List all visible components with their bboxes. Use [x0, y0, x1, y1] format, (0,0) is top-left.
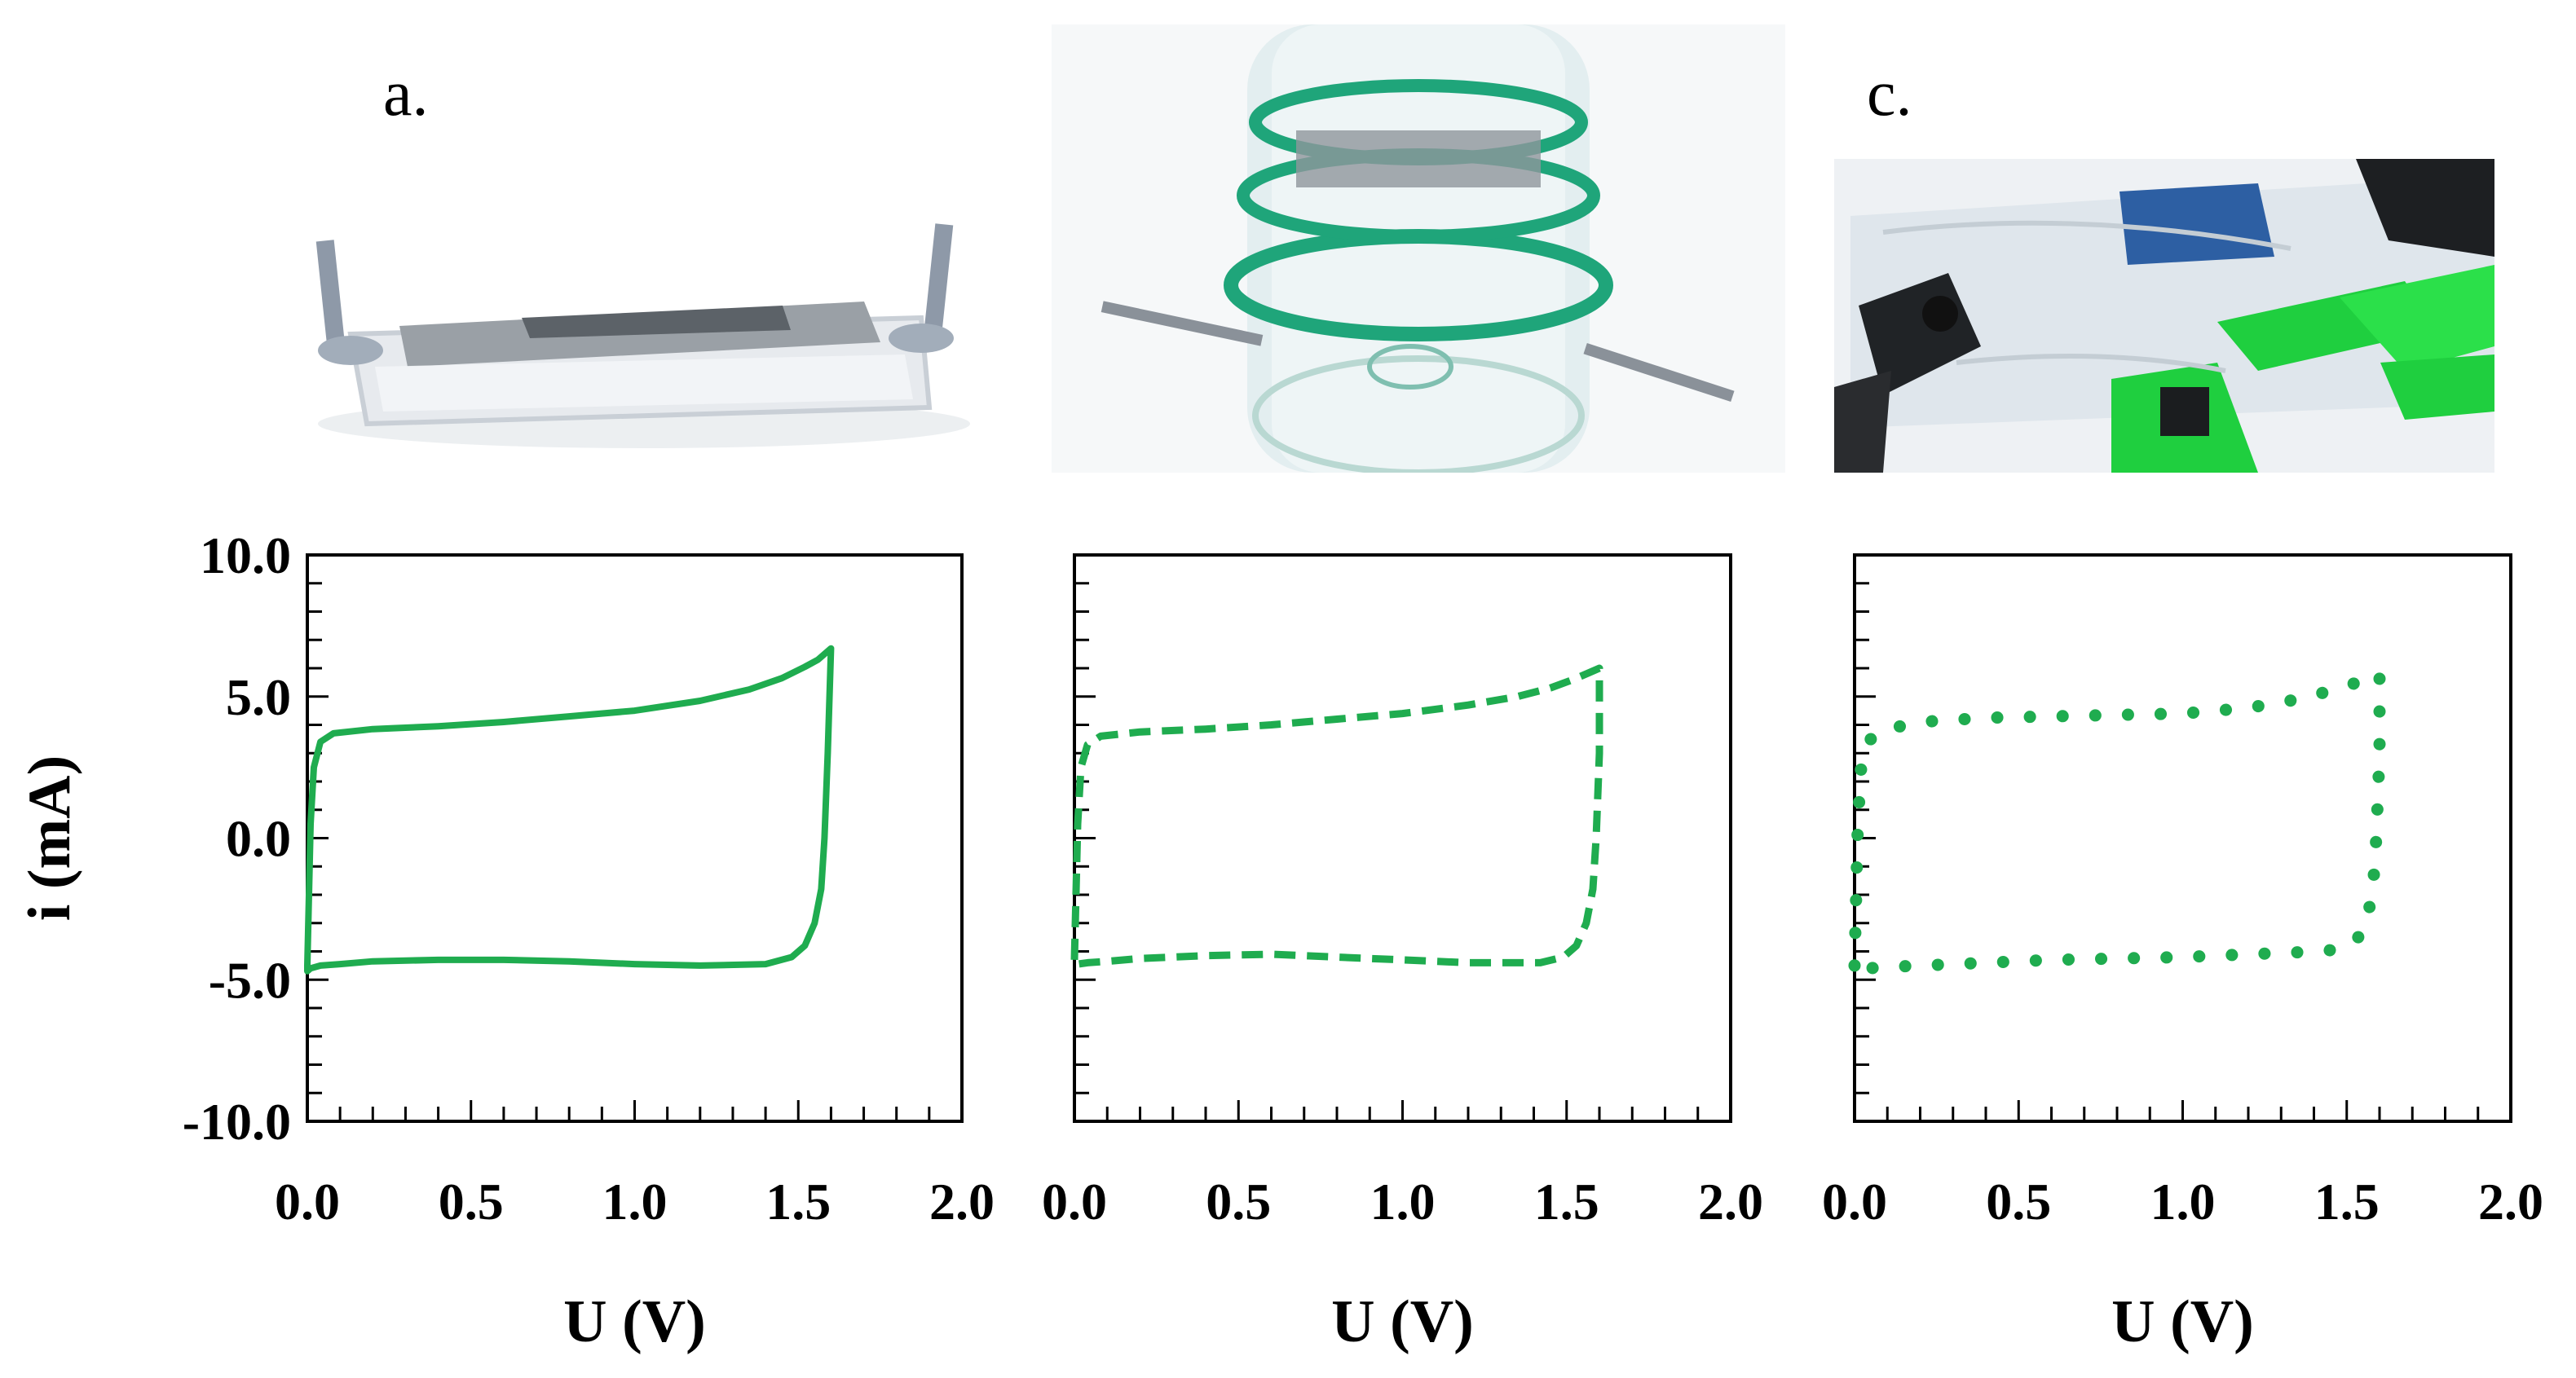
- x-tick-label: 0.0: [1042, 1173, 1107, 1231]
- x-tick-label: 2.0: [2478, 1173, 2543, 1231]
- panel-label-a: a.: [383, 58, 429, 130]
- cv-curve-series-1: [1848, 667, 2386, 976]
- x-tick-label: 0.5: [1986, 1173, 2051, 1231]
- y-tick-label: 5.0: [226, 668, 291, 726]
- x-tick-label: 1.0: [2150, 1173, 2216, 1231]
- x-tick-label: 0.5: [1206, 1173, 1271, 1231]
- panel-label-c: c.: [1867, 58, 1912, 130]
- x-tick-label: 2.0: [1698, 1173, 1763, 1231]
- plot-frame: [1073, 553, 1732, 1123]
- y-tick-label: -5.0: [209, 951, 291, 1009]
- x-tick-label: 0.5: [439, 1173, 504, 1231]
- x-tick-label: 1.5: [765, 1173, 831, 1231]
- chart-panel-3: 0.0 0.5 1.0 1.5 2.0 U (V): [1822, 553, 2543, 1355]
- photo-a-flat-pouch: [277, 163, 1011, 473]
- y-axis-label: i (mA): [16, 755, 83, 921]
- photo-b-bent-on-tube: [1052, 24, 1785, 473]
- plot-frame: [1853, 553, 2512, 1123]
- cv-curve-series-1: [1070, 664, 1603, 970]
- x-axis-label: U (V): [2111, 1288, 2254, 1355]
- photo-c-clamped: [1834, 159, 2494, 473]
- chart-panel-1: 0.0 0.5 1.0 1.5 2.0 -10.0 -5.0 0.0 5.0 10.0 U (V) i…: [16, 526, 995, 1355]
- y-tick-label: -10.0: [183, 1093, 291, 1151]
- y-tick-label: 0.0: [226, 810, 291, 868]
- chart-panel-2: 0.0 0.5 1.0 1.5 2.0 U (V): [1042, 553, 1763, 1355]
- y-tick-label: 10.0: [200, 526, 291, 584]
- x-tick-label: 1.5: [1534, 1173, 1599, 1231]
- x-tick-label: 0.0: [1822, 1173, 1887, 1231]
- x-tick-label: 1.0: [602, 1173, 668, 1231]
- plot-frame: [306, 553, 964, 1123]
- x-axis-label: U (V): [563, 1288, 706, 1355]
- x-tick-label: 1.5: [2314, 1173, 2380, 1231]
- cv-curve-series-1: [304, 645, 835, 975]
- x-tick-label: 0.0: [275, 1173, 340, 1231]
- x-axis-label: U (V): [1331, 1288, 1474, 1355]
- x-tick-label: 1.0: [1370, 1173, 1436, 1231]
- x-tick-label: 2.0: [929, 1173, 995, 1231]
